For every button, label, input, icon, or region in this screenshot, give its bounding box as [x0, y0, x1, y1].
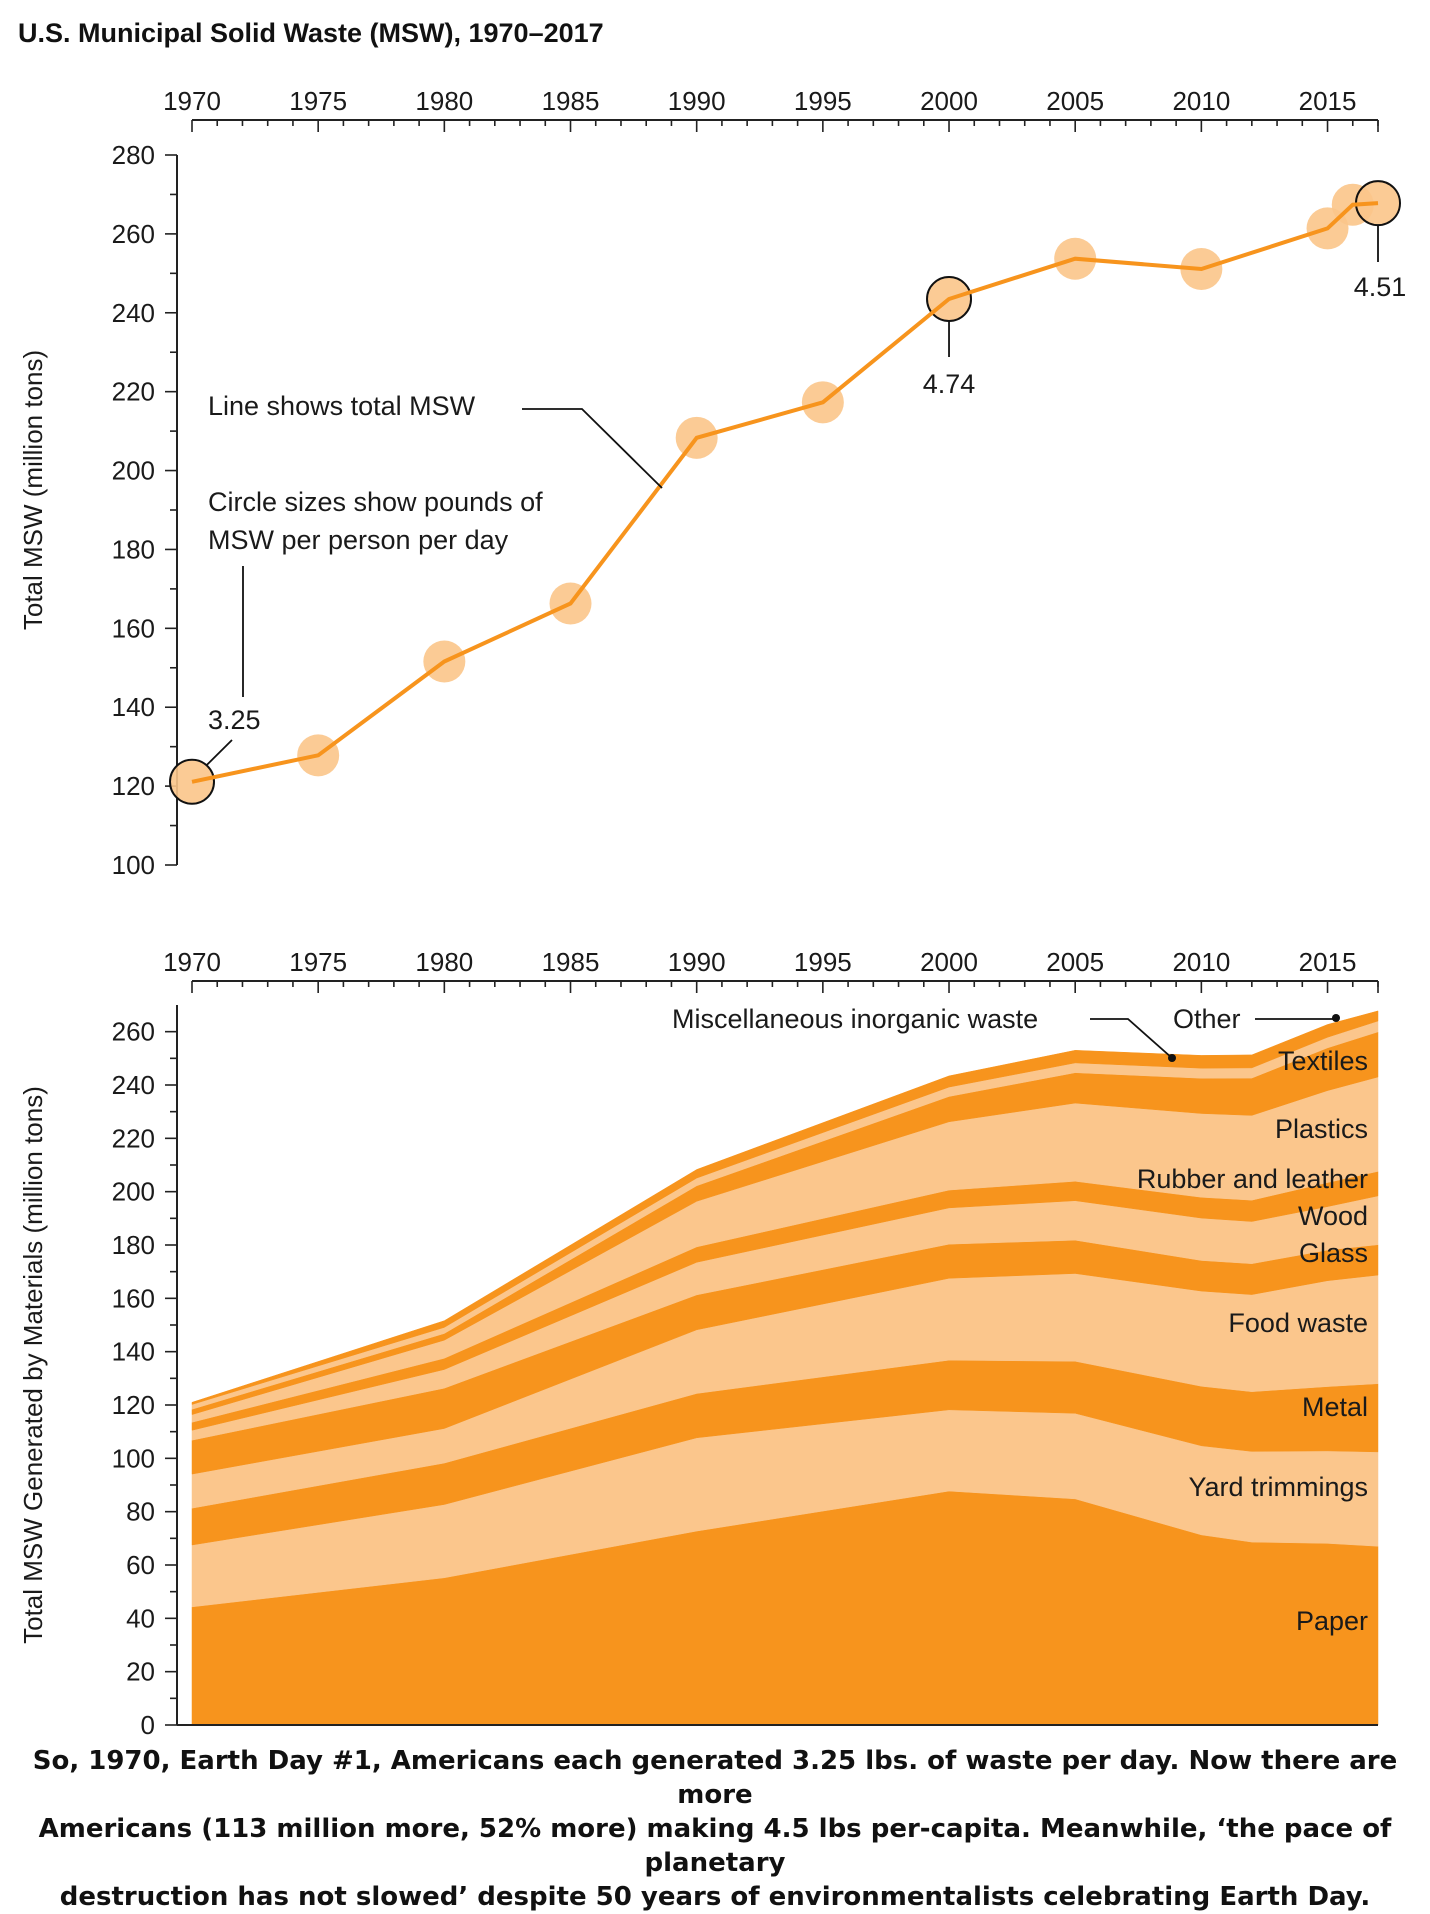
bottom-y-tick-label: 160	[112, 1283, 155, 1313]
bottom-y-tick-label: 200	[112, 1177, 155, 1207]
label-glass: Glass	[1299, 1238, 1368, 1268]
top-y-tick-label: 180	[112, 534, 155, 564]
label-misc-inorganic: Miscellaneous inorganic waste	[672, 1004, 1038, 1034]
label-wood: Wood	[1298, 1201, 1368, 1231]
top-chart-x-axis: 1970 1975 1980 1985 1990 1995 2000 2005 2010 2015	[163, 86, 1379, 132]
per-capita-label-1970: 3.25	[208, 705, 261, 735]
label-plastics: Plastics	[1275, 1114, 1368, 1144]
bottom-chart-y-axis-label: Total MSW Generated by Materials (millio…	[18, 1086, 48, 1644]
bottom-y-tick-label: 80	[126, 1497, 155, 1527]
top-x-tick-label: 2000	[920, 86, 978, 116]
top-y-tick-label: 160	[112, 613, 155, 643]
bottom-y-tick-label: 120	[112, 1390, 155, 1420]
bottom-chart-y-axis: 0 20 40 60 80 100 120 140 160 180 200 220 240 260	[112, 1005, 1378, 1740]
material-areas	[191, 1010, 1379, 1726]
top-x-tick-label: 1980	[415, 86, 473, 116]
bottom-y-tick-label: 260	[112, 1017, 155, 1047]
bottom-x-tick-label: 2015	[1299, 947, 1357, 977]
misc-leader-dot	[1168, 1054, 1176, 1062]
bottom-y-tick-label: 180	[112, 1230, 155, 1260]
label-metal: Metal	[1302, 1392, 1368, 1422]
label-rubber-leather: Rubber and leather	[1137, 1164, 1368, 1194]
top-y-tick-label: 260	[112, 219, 155, 249]
top-x-tick-label: 1995	[794, 86, 852, 116]
bottom-x-tick-label: 1980	[415, 947, 473, 977]
bottom-x-tick-label: 2000	[920, 947, 978, 977]
bottom-x-tick-label: 1970	[163, 947, 221, 977]
bottom-x-tick-label: 2005	[1046, 947, 1104, 977]
bottom-y-tick-label: 220	[112, 1123, 155, 1153]
label-textiles: Textiles	[1278, 1046, 1368, 1076]
caption-line-3: destruction has not slowed’ despite 50 y…	[59, 1882, 1371, 1912]
top-chart-y-axis: 100 120 140 160 180 200 220 240 260 280	[112, 140, 178, 880]
top-y-tick-label: 280	[112, 140, 155, 170]
caption-line-2: Americans (113 million more, 52% more) m…	[38, 1814, 1392, 1878]
line-note-leader	[522, 408, 663, 489]
top-y-tick-label: 220	[112, 377, 155, 407]
top-x-tick-label: 2010	[1172, 86, 1230, 116]
bottom-x-tick-label: 2010	[1172, 947, 1230, 977]
bottom-x-tick-label: 1995	[794, 947, 852, 977]
material-labels: Miscellaneous inorganic waste Other Text…	[672, 1004, 1368, 1636]
bottom-y-tick-label: 20	[126, 1657, 155, 1687]
total-msw-line-chart: 1970 1975 1980 1985 1990 1995 2000 2005 2010 2015…	[18, 86, 1406, 880]
bottom-y-tick-label: 100	[112, 1443, 155, 1473]
top-y-tick-label: 100	[112, 850, 155, 880]
label-food-waste: Food waste	[1228, 1308, 1368, 1338]
page-title: U.S. Municipal Solid Waste (MSW), 1970–2…	[18, 18, 604, 48]
materials-area-chart: 1970 1975 1980 1985 1990 1995 2000 2005 2010 2015…	[18, 947, 1379, 1740]
label-yard-trimmings: Yard trimmings	[1188, 1472, 1368, 1502]
top-chart-y-axis-label: Total MSW (million tons)	[18, 350, 48, 630]
label-leader-lines	[1090, 1014, 1340, 1062]
bottom-y-tick-label: 0	[141, 1710, 155, 1740]
caption-line-1: So, 1970, Earth Day #1, Americans each g…	[32, 1746, 1398, 1810]
bottom-chart-x-axis: 1970 1975 1980 1985 1990 1995 2000 2005 2010 2015	[163, 947, 1379, 993]
top-x-tick-label: 1970	[163, 86, 221, 116]
per-capita-label-2000: 4.74	[923, 369, 976, 399]
bottom-y-tick-label: 60	[126, 1550, 155, 1580]
label-other: Other	[1173, 1004, 1241, 1034]
misc-leader-line	[1090, 1018, 1173, 1059]
circle-note-line1: Circle sizes show pounds of	[208, 487, 543, 517]
bottom-x-tick-label: 1975	[289, 947, 347, 977]
top-x-tick-label: 1985	[542, 86, 600, 116]
bottom-x-tick-label: 1990	[668, 947, 726, 977]
bottom-x-tick-label: 1985	[542, 947, 600, 977]
top-y-tick-label: 120	[112, 771, 155, 801]
bottom-y-tick-label: 240	[112, 1070, 155, 1100]
line-note: Line shows total MSW	[208, 391, 476, 421]
top-y-tick-label: 240	[112, 298, 155, 328]
top-x-tick-label: 1975	[289, 86, 347, 116]
top-x-tick-label: 2005	[1046, 86, 1104, 116]
other-leader-dot	[1332, 1014, 1340, 1022]
bottom-y-tick-label: 140	[112, 1337, 155, 1367]
per-capita-label-2017: 4.51	[1354, 272, 1407, 302]
top-y-tick-label: 200	[112, 456, 155, 486]
pc-1970-leader	[205, 739, 233, 767]
top-chart-annotations: Line shows total MSW Circle sizes show p…	[205, 225, 1407, 767]
bottom-y-tick-label: 40	[126, 1603, 155, 1633]
total-msw-line	[191, 201, 1379, 784]
area-other	[191, 1010, 1379, 1405]
circle-note-line2: MSW per person per day	[208, 525, 509, 555]
label-paper: Paper	[1296, 1606, 1368, 1636]
top-x-tick-label: 1990	[668, 86, 726, 116]
caption: So, 1970, Earth Day #1, Americans each g…	[0, 1744, 1430, 1914]
top-y-tick-label: 140	[112, 692, 155, 722]
top-x-tick-label: 2015	[1299, 86, 1357, 116]
charts-canvas: 1970 1975 1980 1985 1990 1995 2000 2005 2010 2015…	[18, 86, 1406, 1740]
